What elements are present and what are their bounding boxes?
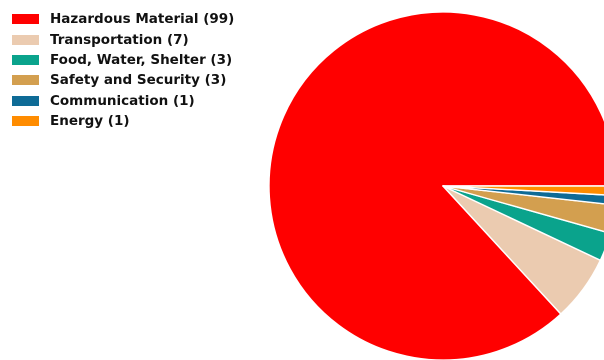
legend-item-transportation: Transportation (7) [12, 29, 234, 49]
legend-item-energy: Energy (1) [12, 111, 234, 131]
pie-slice-hazardous-material [268, 11, 604, 360]
legend-label-hazardous-material: Hazardous Material (99) [50, 11, 235, 28]
legend-item-food-water-shelter: Food, Water, Shelter (3) [12, 50, 234, 70]
legend-swatch-food-water-shelter [12, 54, 39, 65]
legend-swatch-energy [12, 116, 39, 127]
legend-item-safety-and-security: Safety and Security (3) [12, 70, 234, 90]
pie-slice-communication [442, 185, 604, 205]
legend-label-communication: Communication (1) [50, 92, 195, 109]
legend-swatch-safety-and-security [12, 75, 39, 86]
legend-item-communication: Communication (1) [12, 91, 234, 111]
pie-slice-food-water-shelter [442, 185, 604, 261]
legend-swatch-transportation [12, 34, 39, 45]
legend-label-transportation: Transportation (7) [50, 31, 189, 48]
legend-swatch-communication [12, 95, 39, 106]
legend-label-food-water-shelter: Food, Water, Shelter (3) [50, 51, 233, 68]
chart-legend: Hazardous Material (99) Transportation (… [12, 9, 234, 131]
legend-label-safety-and-security: Safety and Security (3) [50, 72, 227, 89]
pie-slice-safety-and-security [442, 185, 604, 233]
legend-item-hazardous-material: Hazardous Material (99) [12, 9, 234, 29]
legend-label-energy: Energy (1) [50, 113, 130, 130]
pie-slice-energy [442, 185, 604, 196]
legend-swatch-hazardous-material [12, 14, 39, 25]
